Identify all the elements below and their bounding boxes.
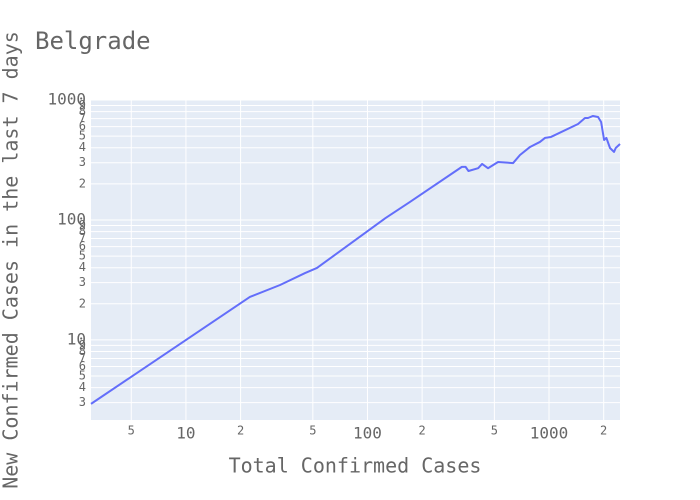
x-tick-label: 5 [309,424,316,438]
y-tick-label: 6 [79,119,86,133]
chart-title: Belgrade [35,27,151,55]
y-tick-label: 4 [79,380,86,394]
x-axis-title: Total Confirmed Cases [229,454,482,478]
y-tick-label: 10 [67,329,86,348]
y-tick-label: 4 [79,140,86,154]
y-tick-label: 5 [79,369,86,383]
x-tick-label: 2 [600,424,607,438]
y-tick-label: 6 [79,359,86,373]
y-tick-label: 9 [79,218,86,232]
x-tick-label: 100 [353,424,382,443]
x-tick-label: 5 [491,424,498,438]
y-tick-label: 2 [79,176,86,190]
y-tick-label: 8 [79,344,86,358]
x-tick-label: 10 [176,424,195,443]
y-tick-label: 7 [79,351,86,365]
y-tick-label: 2 [79,296,86,310]
y-tick-label: 3 [79,395,86,409]
y-tick-label: 3 [79,155,86,169]
x-tick-label: 2 [237,424,244,438]
x-tick-label: 5 [128,424,135,438]
y-tick-label: 7 [79,111,86,125]
x-tick-label: 2 [419,424,426,438]
x-tick-label: 1000 [530,424,569,443]
y-tick-label: 5 [79,129,86,143]
y-tick-label: 8 [79,224,86,238]
y-tick-label: 5 [79,249,86,263]
y-tick-label: 8 [79,104,86,118]
y-tick-label: 1000 [47,90,86,109]
y-tick-label: 6 [79,239,86,253]
y-tick-label: 9 [79,338,86,352]
y-tick-label: 7 [79,231,86,245]
y-axis-title: New Confirmed Cases in the last 7 days [0,31,23,489]
data-line [90,114,621,405]
y-tick-label: 100 [57,209,86,228]
y-tick-label: 3 [79,275,86,289]
y-tick-label: 9 [79,98,86,112]
y-tick-label: 4 [79,260,86,274]
